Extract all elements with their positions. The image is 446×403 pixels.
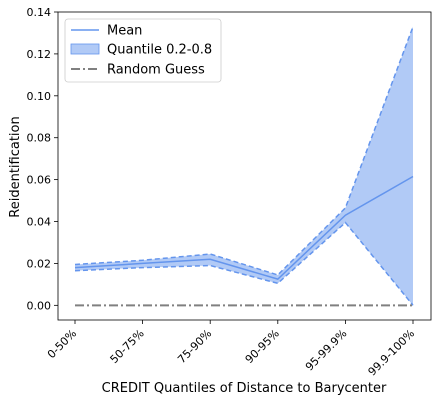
axes-frame xyxy=(57,11,432,321)
y-tick-label: 0.06 xyxy=(27,174,52,187)
x-tick-label: 99.9-100% xyxy=(366,327,418,379)
legend-label-mean: Mean xyxy=(107,24,142,39)
plot-area xyxy=(74,26,414,307)
quantile-band xyxy=(75,26,413,306)
y-tick-label: 0.04 xyxy=(27,216,52,229)
x-tick-label: 75-90% xyxy=(175,327,214,366)
legend: Mean Quantile 0.2-0.8 Random Guess xyxy=(64,18,222,83)
x-tick-label: 95-99.9% xyxy=(303,327,350,374)
band-lower-edge xyxy=(74,221,414,306)
band-upper-edge xyxy=(74,26,414,276)
legend-box xyxy=(64,18,222,83)
legend-label-quantile: Quantile 0.2-0.8 xyxy=(107,43,212,58)
mean-line xyxy=(74,175,414,280)
y-tick-label: 0.10 xyxy=(27,90,52,103)
y-tick-label: 0.00 xyxy=(27,299,52,312)
y-tick-label: 0.12 xyxy=(27,48,52,61)
y-axis-label: Reidentification xyxy=(8,116,23,217)
x-tick-label: 90-95% xyxy=(243,327,282,366)
x-tick-label: 0-50% xyxy=(45,327,79,361)
y-tick-label: 0.02 xyxy=(27,257,52,270)
x-tick-label: 50-75% xyxy=(108,327,147,366)
y-tick-label: 0.14 xyxy=(27,6,52,19)
legend-label-random-guess: Random Guess xyxy=(107,63,205,78)
y-tick-label: 0.08 xyxy=(27,132,52,145)
x-axis-label: CREDIT Quantiles of Distance to Barycent… xyxy=(102,381,387,396)
legend-swatch-quantile xyxy=(70,43,100,55)
